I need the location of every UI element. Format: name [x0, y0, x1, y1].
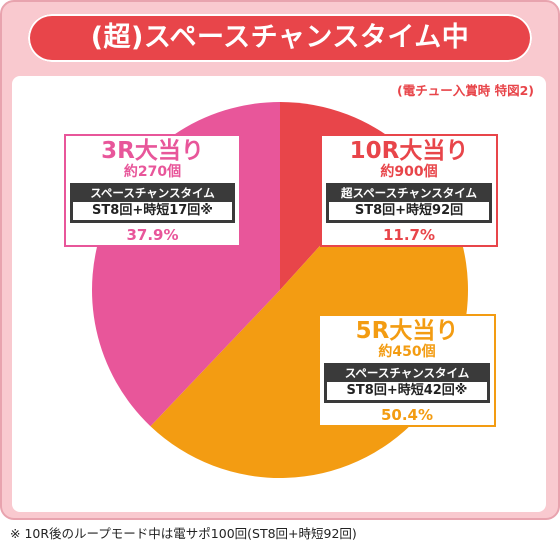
- slice-label-percent: 50.4%: [380, 406, 434, 424]
- slice-label-title: 10R大当り: [349, 138, 469, 164]
- title-bar: (超)スペースチャンスタイム中: [28, 14, 532, 62]
- slice-label-mode: スペースチャンスタイム: [90, 186, 215, 200]
- slice-label-count: 約900個: [380, 164, 438, 180]
- slice-label-mode-box: スペースチャンスタイム ST8回+時短42回※: [324, 363, 490, 403]
- slice-label-10r: 10R大当り 約900個 超スペースチャンスタイム ST8回+時短92回 11.…: [320, 134, 498, 247]
- chart-title: (超)スペースチャンスタイム中: [90, 22, 470, 53]
- slice-label-title: 3R大当り: [101, 138, 204, 164]
- slice-label-5r: 5R大当り 約450個 スペースチャンスタイム ST8回+時短42回※ 50.4…: [318, 314, 496, 427]
- slice-label-percent: 11.7%: [382, 226, 436, 244]
- slice-label-mode-box: スペースチャンスタイム ST8回+時短17回※: [70, 183, 235, 223]
- slice-label-count: 約270個: [123, 164, 182, 180]
- slice-label-count: 約450個: [378, 344, 436, 360]
- slice-label-mode: スペースチャンスタイム: [344, 366, 470, 380]
- slice-label-mode: 超スペースチャンスタイム: [340, 186, 478, 200]
- footnote: ※ 10R後のループモード中は電サポ100回(ST8回+時短92回): [10, 526, 357, 541]
- slice-label-mode-box: 超スペースチャンスタイム ST8回+時短92回: [326, 183, 492, 223]
- chart-note: (電チュー入賞時 特図2): [397, 83, 534, 98]
- slice-label-percent: 37.9%: [126, 226, 179, 244]
- slice-label-title: 5R大当り: [355, 318, 459, 344]
- slice-label-st: ST8回+時短42回※: [327, 382, 487, 400]
- slice-label-st: ST8回+時短92回: [329, 202, 489, 220]
- slice-label-st: ST8回+時短17回※: [73, 202, 232, 220]
- slice-label-3r: 3R大当り 約270個 スペースチャンスタイム ST8回+時短17回※ 37.9…: [64, 134, 241, 247]
